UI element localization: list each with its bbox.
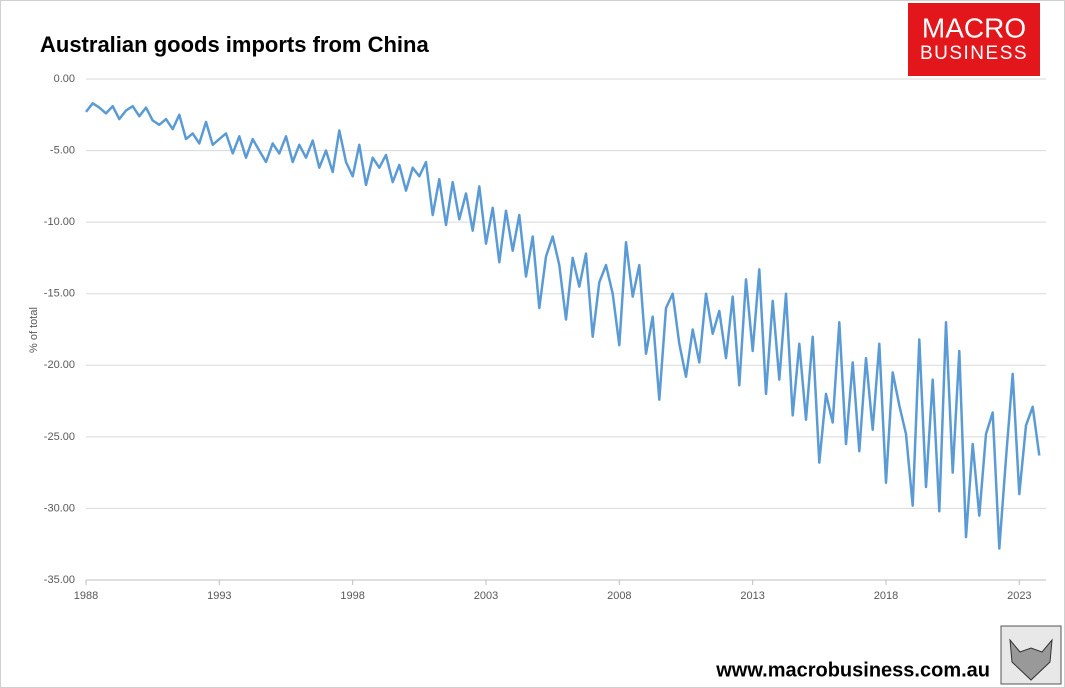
y-tick-label: -20.00 bbox=[44, 359, 75, 371]
y-tick-label: -5.00 bbox=[50, 144, 75, 156]
data-line bbox=[85, 102, 1041, 550]
x-tick-label: 2018 bbox=[874, 590, 898, 602]
y-axis-label: % of total bbox=[28, 307, 40, 353]
y-tick-label: -25.00 bbox=[44, 431, 75, 443]
x-tick-label: 2013 bbox=[740, 590, 764, 602]
y-tick-label: -35.00 bbox=[44, 574, 75, 586]
y-tick-label: -10.00 bbox=[44, 216, 75, 228]
x-tick-label: 1993 bbox=[207, 590, 231, 602]
wolf-icon bbox=[1009, 638, 1053, 681]
logo-box bbox=[908, 3, 1040, 76]
x-tick-label: 2008 bbox=[607, 590, 631, 602]
x-tick-label: 2023 bbox=[1007, 590, 1031, 602]
chart-title: Australian goods imports from China bbox=[40, 32, 429, 57]
logo-text: BUSINESS bbox=[920, 43, 1028, 64]
website: www.macrobusiness.com.au bbox=[715, 659, 990, 681]
logo-text: MACRO bbox=[922, 12, 1026, 43]
y-tick-label: -30.00 bbox=[44, 502, 75, 514]
x-tick-label: 2003 bbox=[474, 590, 498, 602]
x-tick-label: 1998 bbox=[340, 590, 364, 602]
y-tick-label: 0.00 bbox=[54, 73, 75, 85]
y-tick-label: -15.00 bbox=[44, 288, 75, 300]
x-tick-label: 1988 bbox=[74, 590, 98, 602]
